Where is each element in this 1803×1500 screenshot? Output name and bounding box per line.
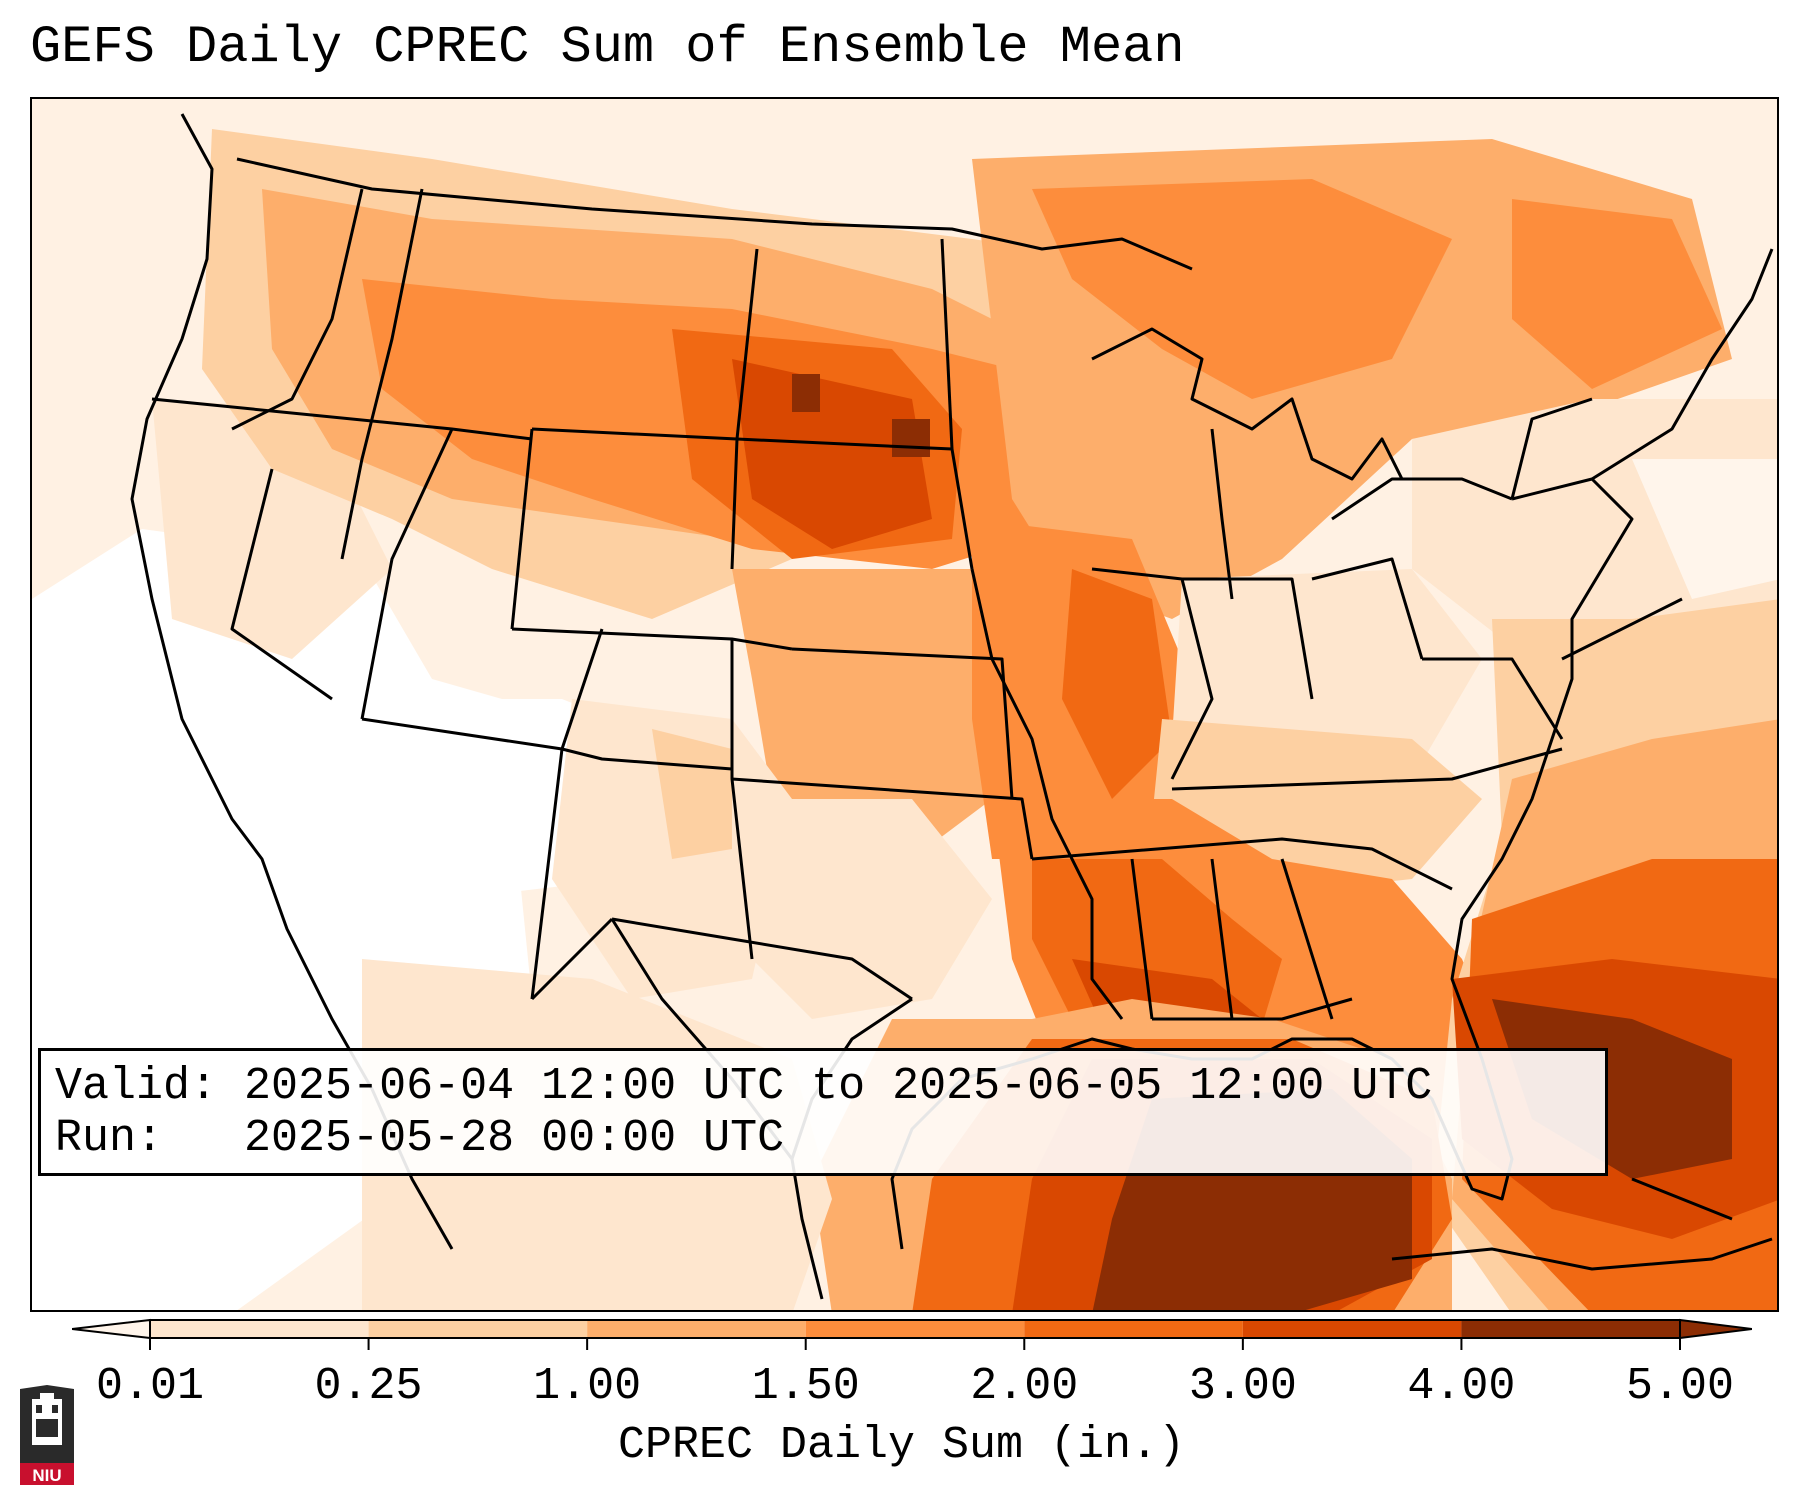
colorbar-segment: [1024, 1320, 1243, 1338]
colorbar-tick-label: 3.00: [1188, 1361, 1297, 1412]
colorbar-segment: [1461, 1320, 1680, 1338]
colorbar-tick-label: 2.00: [970, 1361, 1079, 1412]
colorbar-segment: [1242, 1320, 1462, 1338]
colorbar-tick-label: 0.01: [95, 1361, 205, 1412]
state-borders: [130, 113, 1774, 1300]
colorbar-segment: [150, 1320, 369, 1338]
colorbar-segment: [805, 1320, 1025, 1338]
colorbar-segment: [368, 1320, 588, 1338]
colorbar-tick-label: 4.00: [1407, 1361, 1516, 1412]
colorbar-segment: [587, 1320, 806, 1338]
logo-text: NIU: [32, 1466, 61, 1485]
colorbar-border: [149, 1319, 1681, 1339]
colorbar: [72, 1318, 1752, 1350]
map-title: GEFS Daily CPREC Sum of Ensemble Mean: [30, 18, 1185, 77]
colorbar-extend-max: [1679, 1318, 1752, 1340]
colorbar-extend-min: [72, 1318, 151, 1340]
colorbar-tick-label: 0.25: [314, 1361, 423, 1412]
valid-label: Valid:: [55, 1061, 218, 1112]
university-tower-icon: NIU: [20, 1385, 74, 1485]
colorbar-tick-label: 1.50: [751, 1361, 860, 1412]
colorbar-tick-label: 5.00: [1625, 1361, 1735, 1412]
run-value: 2025-05-28 00:00 UTC: [244, 1113, 785, 1164]
colorbar-label: CPREC Daily Sum (in.): [617, 1420, 1186, 1471]
run-label: Run:: [55, 1113, 164, 1164]
colorbar-tick-label: 1.00: [533, 1361, 642, 1412]
valid-run-box: Valid: 2025-06-04 12:00 UTC to 2025-06-0…: [38, 1048, 1608, 1176]
valid-value: 2025-06-04 12:00 UTC to 2025-06-05 12:00…: [244, 1061, 1433, 1112]
